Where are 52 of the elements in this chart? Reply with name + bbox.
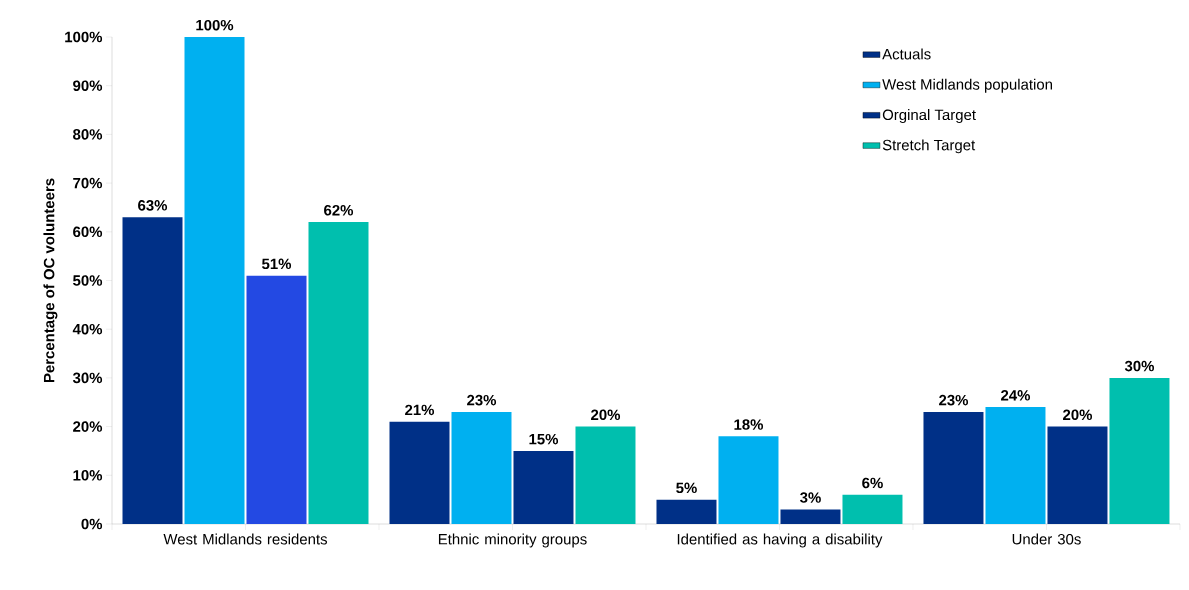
y-tick-label: 30% <box>72 372 103 384</box>
bar <box>451 411 512 524</box>
bar <box>575 426 636 524</box>
y-tick-label: 40% <box>72 323 103 335</box>
data-label: 51% <box>261 258 292 270</box>
bar <box>389 421 450 524</box>
data-label: 30% <box>1124 360 1155 372</box>
y-tick-label: 90% <box>73 80 103 91</box>
y-tick-label: 70% <box>73 177 103 189</box>
y-tick-label: 80% <box>73 129 103 140</box>
bar <box>184 36 245 524</box>
x-tick-label: Ethnic minority groups <box>438 533 587 548</box>
data-label: 21% <box>405 404 435 416</box>
data-label: 62% <box>324 204 354 216</box>
bar <box>122 217 183 524</box>
bar <box>1109 377 1170 524</box>
x-tick-label: West Midlands residents <box>163 533 327 545</box>
y-tick-label: 20% <box>73 421 103 432</box>
data-label: 23% <box>939 394 969 406</box>
y-tick-label: 10% <box>73 470 103 481</box>
legend-label: West Midlands population <box>882 78 1053 93</box>
legend-label: Orginal Target <box>882 109 976 124</box>
bar <box>1047 426 1108 524</box>
bar <box>923 411 984 524</box>
bar <box>985 407 1046 524</box>
legend-label: Stretch Target <box>882 139 976 154</box>
legend-label: Actuals <box>882 48 931 60</box>
bar <box>246 275 307 524</box>
data-label: 18% <box>734 419 764 430</box>
bar <box>780 509 841 524</box>
data-label: 63% <box>138 200 168 211</box>
y-tick-label: 50% <box>73 275 103 286</box>
data-label: 5% <box>676 482 697 494</box>
data-label: 3% <box>800 492 821 503</box>
x-tick-label: Identified as having a disability <box>677 533 883 548</box>
y-tick-label: 100% <box>65 31 103 43</box>
bar <box>842 494 903 524</box>
bar <box>656 499 717 524</box>
data-label: 100% <box>196 19 234 31</box>
x-tick-label: Under 30s <box>1012 533 1081 545</box>
y-tick-label: 60% <box>73 226 103 238</box>
data-label: 20% <box>1063 409 1093 421</box>
data-label: 20% <box>591 409 621 421</box>
data-label: 24% <box>1001 390 1031 401</box>
bar <box>513 450 574 524</box>
data-label: 6% <box>862 477 883 489</box>
bar <box>718 436 779 524</box>
y-axis-title: Percentage of OC volunteers <box>43 178 58 383</box>
y-tick-label: 0% <box>81 518 103 530</box>
data-label: 23% <box>467 394 497 406</box>
bar <box>308 222 369 524</box>
data-label: 15% <box>529 433 559 445</box>
